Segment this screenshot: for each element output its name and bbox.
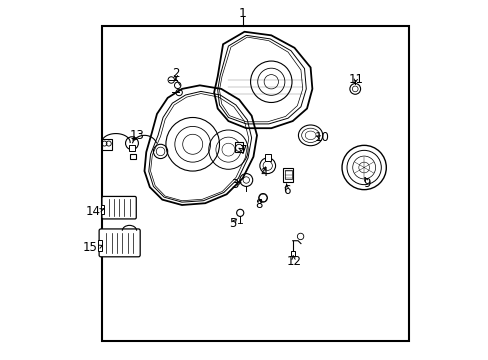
Bar	[102, 139, 111, 150]
Text: 12: 12	[285, 255, 301, 268]
Text: 3: 3	[230, 178, 238, 191]
Text: 15: 15	[83, 241, 98, 255]
Bar	[282, 168, 293, 182]
FancyBboxPatch shape	[99, 229, 140, 257]
Text: 11: 11	[348, 73, 363, 86]
Text: 8: 8	[255, 198, 262, 211]
Text: 5: 5	[229, 217, 236, 230]
Text: 14: 14	[85, 205, 100, 218]
Text: 4: 4	[260, 166, 267, 179]
Bar	[98, 240, 102, 251]
Text: 13: 13	[130, 129, 144, 142]
Text: 10: 10	[314, 131, 329, 144]
Bar	[284, 170, 291, 179]
Bar	[234, 143, 243, 153]
Bar	[130, 154, 136, 159]
Text: 1: 1	[238, 8, 246, 21]
Bar	[290, 251, 295, 256]
Bar	[264, 154, 270, 161]
Bar	[102, 26, 408, 341]
Text: 2: 2	[172, 67, 179, 80]
FancyBboxPatch shape	[102, 197, 136, 219]
Text: 7: 7	[240, 144, 247, 157]
Text: 9: 9	[363, 177, 370, 190]
Bar	[129, 145, 135, 151]
Bar	[101, 205, 104, 214]
Text: 6: 6	[283, 184, 290, 197]
